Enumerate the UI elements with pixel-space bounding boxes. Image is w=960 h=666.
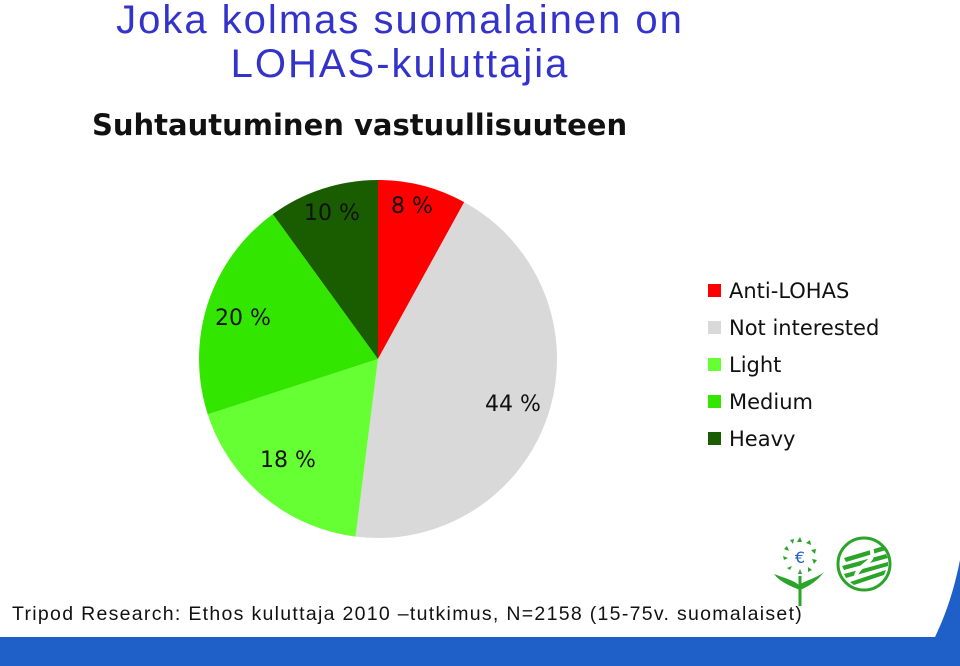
legend-swatch xyxy=(708,432,721,445)
legend-swatch xyxy=(708,284,721,297)
legend-item-light: Light xyxy=(708,346,879,383)
legend-label: Heavy xyxy=(729,426,796,451)
pie-label-heavy: 10 % xyxy=(304,201,360,226)
pie-label-medium: 20 % xyxy=(215,306,271,331)
legend-label: Not interested xyxy=(729,315,880,340)
legend-item-anti-lohas: Anti-LOHAS xyxy=(708,272,879,309)
pie-slice-heavy xyxy=(272,180,378,359)
pie-label-light: 18 % xyxy=(260,448,316,473)
pie-slice-not-interested xyxy=(355,202,558,539)
pie-slice-light xyxy=(207,359,378,537)
legend-item-heavy: Heavy xyxy=(708,420,879,457)
euro-icon: € xyxy=(795,548,805,567)
source-note: Tripod Research: Ethos kuluttaja 2010 –t… xyxy=(12,603,804,625)
legend-item-medium: Medium xyxy=(708,383,879,420)
page-title-line-2: LOHAS-kuluttajia xyxy=(230,42,570,86)
bottom-band-shape xyxy=(0,560,960,666)
legend-label: Anti-LOHAS xyxy=(729,278,850,303)
legend-swatch xyxy=(708,358,721,371)
chart-subtitle: Suhtautuminen vastuullisuuteen xyxy=(92,108,628,142)
chart-legend: Anti-LOHAS Not interested Light Medium Heavy xyxy=(708,272,879,457)
legend-swatch xyxy=(708,321,721,334)
page-title-line-1: Joka kolmas suomalainen on xyxy=(116,0,684,42)
pie-label-not-interested: 44 % xyxy=(485,392,541,417)
legend-label: Medium xyxy=(729,389,813,414)
pie-label-anti-lohas: 8 % xyxy=(391,194,433,219)
pie-slice-medium xyxy=(198,214,378,415)
legend-swatch xyxy=(708,395,721,408)
eu-ecolabel-logo: € xyxy=(774,537,824,606)
legend-item-not-interested: Not interested xyxy=(708,309,879,346)
legend-label: Light xyxy=(729,352,782,377)
nordic-swan-logo xyxy=(836,536,892,592)
pie-slice-anti-lohas xyxy=(378,180,465,359)
